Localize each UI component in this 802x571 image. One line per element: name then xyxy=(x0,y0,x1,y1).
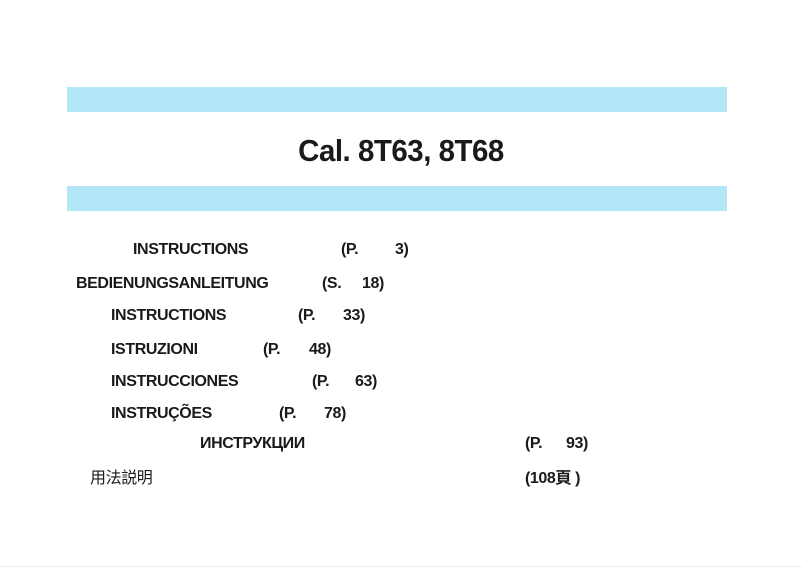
toc-prefix: (P. xyxy=(298,307,316,324)
toc-prefix: (108頁 ) xyxy=(525,470,580,487)
toc-page: 63) xyxy=(355,373,377,390)
toc-page: 3) xyxy=(395,241,409,258)
page-edge xyxy=(0,566,802,567)
toc-prefix: (P. xyxy=(341,241,359,258)
toc-label-italian[interactable]: ISTRUZIONI xyxy=(111,341,198,358)
toc-page: 78) xyxy=(324,405,346,422)
toc-label-spanish[interactable]: INSTRUCCIONES xyxy=(111,373,239,390)
toc-label-french[interactable]: INSTRUCTIONS xyxy=(111,307,227,324)
top-band xyxy=(67,87,727,112)
toc-prefix: (P. xyxy=(263,341,281,358)
toc-page: 48) xyxy=(309,341,331,358)
toc-page: 93) xyxy=(566,435,588,452)
page-title: Cal. 8T63, 8T68 xyxy=(298,133,504,168)
toc-prefix: (P. xyxy=(279,405,297,422)
toc-label-japanese[interactable]: 用法説明 xyxy=(90,470,153,487)
toc-label-german[interactable]: BEDIENUNGSANLEITUNG xyxy=(76,275,269,292)
toc-label-english[interactable]: INSTRUCTIONS xyxy=(133,241,249,258)
toc-page: 33) xyxy=(343,307,365,324)
toc-prefix: (S. xyxy=(322,275,342,292)
toc-page: 18) xyxy=(362,275,384,292)
toc-label-portuguese[interactable]: INSTRUÇÕES xyxy=(111,405,212,422)
bottom-band xyxy=(67,186,727,211)
toc-label-russian[interactable]: ИНСТРУКЦИИ xyxy=(200,435,305,452)
toc-prefix: (P. xyxy=(312,373,330,390)
toc-prefix: (P. xyxy=(525,435,543,452)
